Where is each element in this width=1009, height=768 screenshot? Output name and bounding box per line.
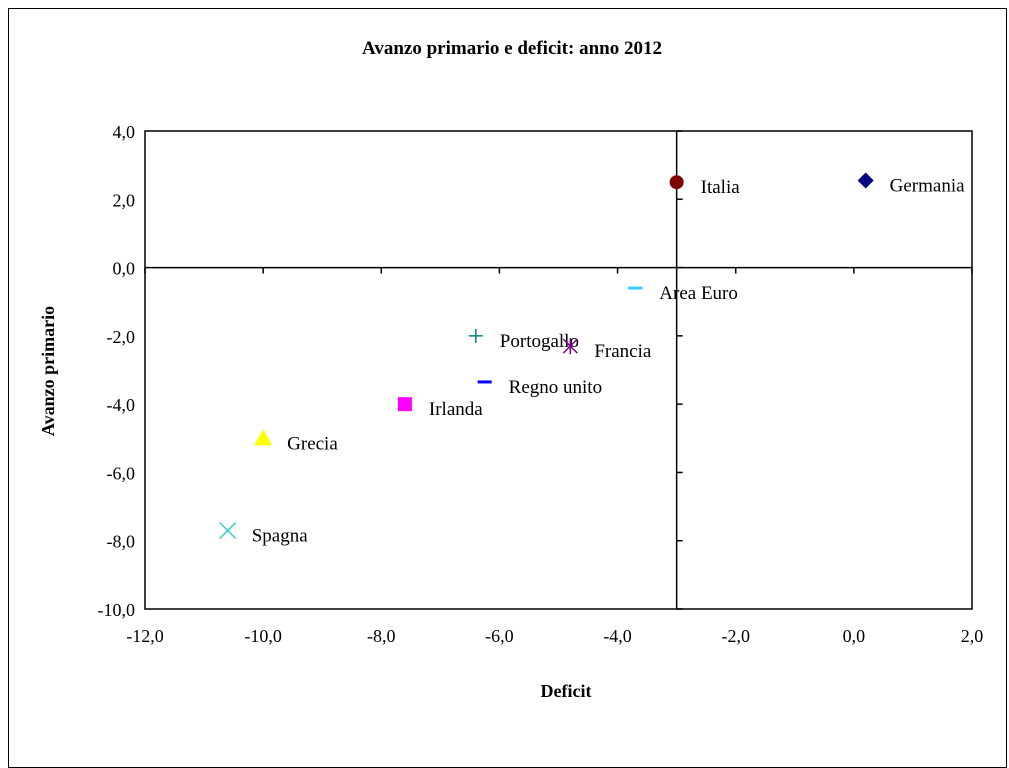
point-label: Regno unito <box>509 377 602 398</box>
x-tick-label: -10,0 <box>244 626 282 646</box>
point-label: Irlanda <box>429 399 483 420</box>
points-layer: Italia Germania Area Euro Portogallo Francia… <box>219 172 965 546</box>
point-label: Germania <box>890 176 965 197</box>
y-tick-label: 2,0 <box>113 190 136 210</box>
x-marker <box>219 521 237 540</box>
diamond-marker <box>857 172 874 189</box>
x-tick-label: -4,0 <box>603 626 632 646</box>
circle-marker <box>669 175 684 190</box>
y-tick-label: -10,0 <box>98 600 136 620</box>
y-tick-label: 4,0 <box>113 122 136 142</box>
data-point: Area Euro <box>628 283 738 304</box>
x-axis-title: Deficit <box>541 681 592 701</box>
y-tick-label: -2,0 <box>107 327 136 347</box>
y-tick-label: -4,0 <box>107 395 136 415</box>
x-tick-label: -6,0 <box>485 626 514 646</box>
x-tick-label: -12,0 <box>126 626 164 646</box>
y-tick-label: -6,0 <box>107 463 136 483</box>
y-axis-title: Avanzo primario <box>38 306 58 436</box>
data-point: Irlanda <box>397 397 483 420</box>
point-label: Portogallo <box>500 331 579 352</box>
axes-layer: -12,0 -10,0 -8,0 -6,0 -4,0 -2,0 0,0 2,0 4,0 2,0 0,… <box>98 122 984 646</box>
point-label: Grecia <box>287 433 338 454</box>
triangle-marker <box>254 429 273 446</box>
point-label: Francia <box>594 341 652 362</box>
point-label: Italia <box>701 177 741 198</box>
x-tick-label: 2,0 <box>961 626 984 646</box>
data-point: Italia <box>669 175 741 198</box>
plus-marker <box>468 328 483 343</box>
data-point: Spagna <box>219 521 309 546</box>
data-point: Francia <box>562 338 652 362</box>
chart-title: Avanzo primario e deficit: anno 2012 <box>362 38 662 59</box>
data-point: Germania <box>857 172 965 197</box>
data-point: Regno unito <box>477 377 602 398</box>
data-point: Grecia <box>254 429 338 454</box>
point-label: Area Euro <box>659 283 738 304</box>
x-stroke <box>219 521 237 540</box>
x-tick-label: -2,0 <box>721 626 750 646</box>
chart-frame <box>8 8 1007 768</box>
data-point: Portogallo <box>468 328 579 352</box>
y-tick-label: -8,0 <box>107 532 136 552</box>
point-label: Spagna <box>252 525 309 546</box>
plot-area <box>144 130 973 610</box>
star-marker <box>562 338 578 355</box>
square-marker <box>397 397 412 412</box>
x-tick-label: 0,0 <box>843 626 866 646</box>
x-tick-label: -8,0 <box>367 626 396 646</box>
y-tick-label: 0,0 <box>113 259 136 279</box>
